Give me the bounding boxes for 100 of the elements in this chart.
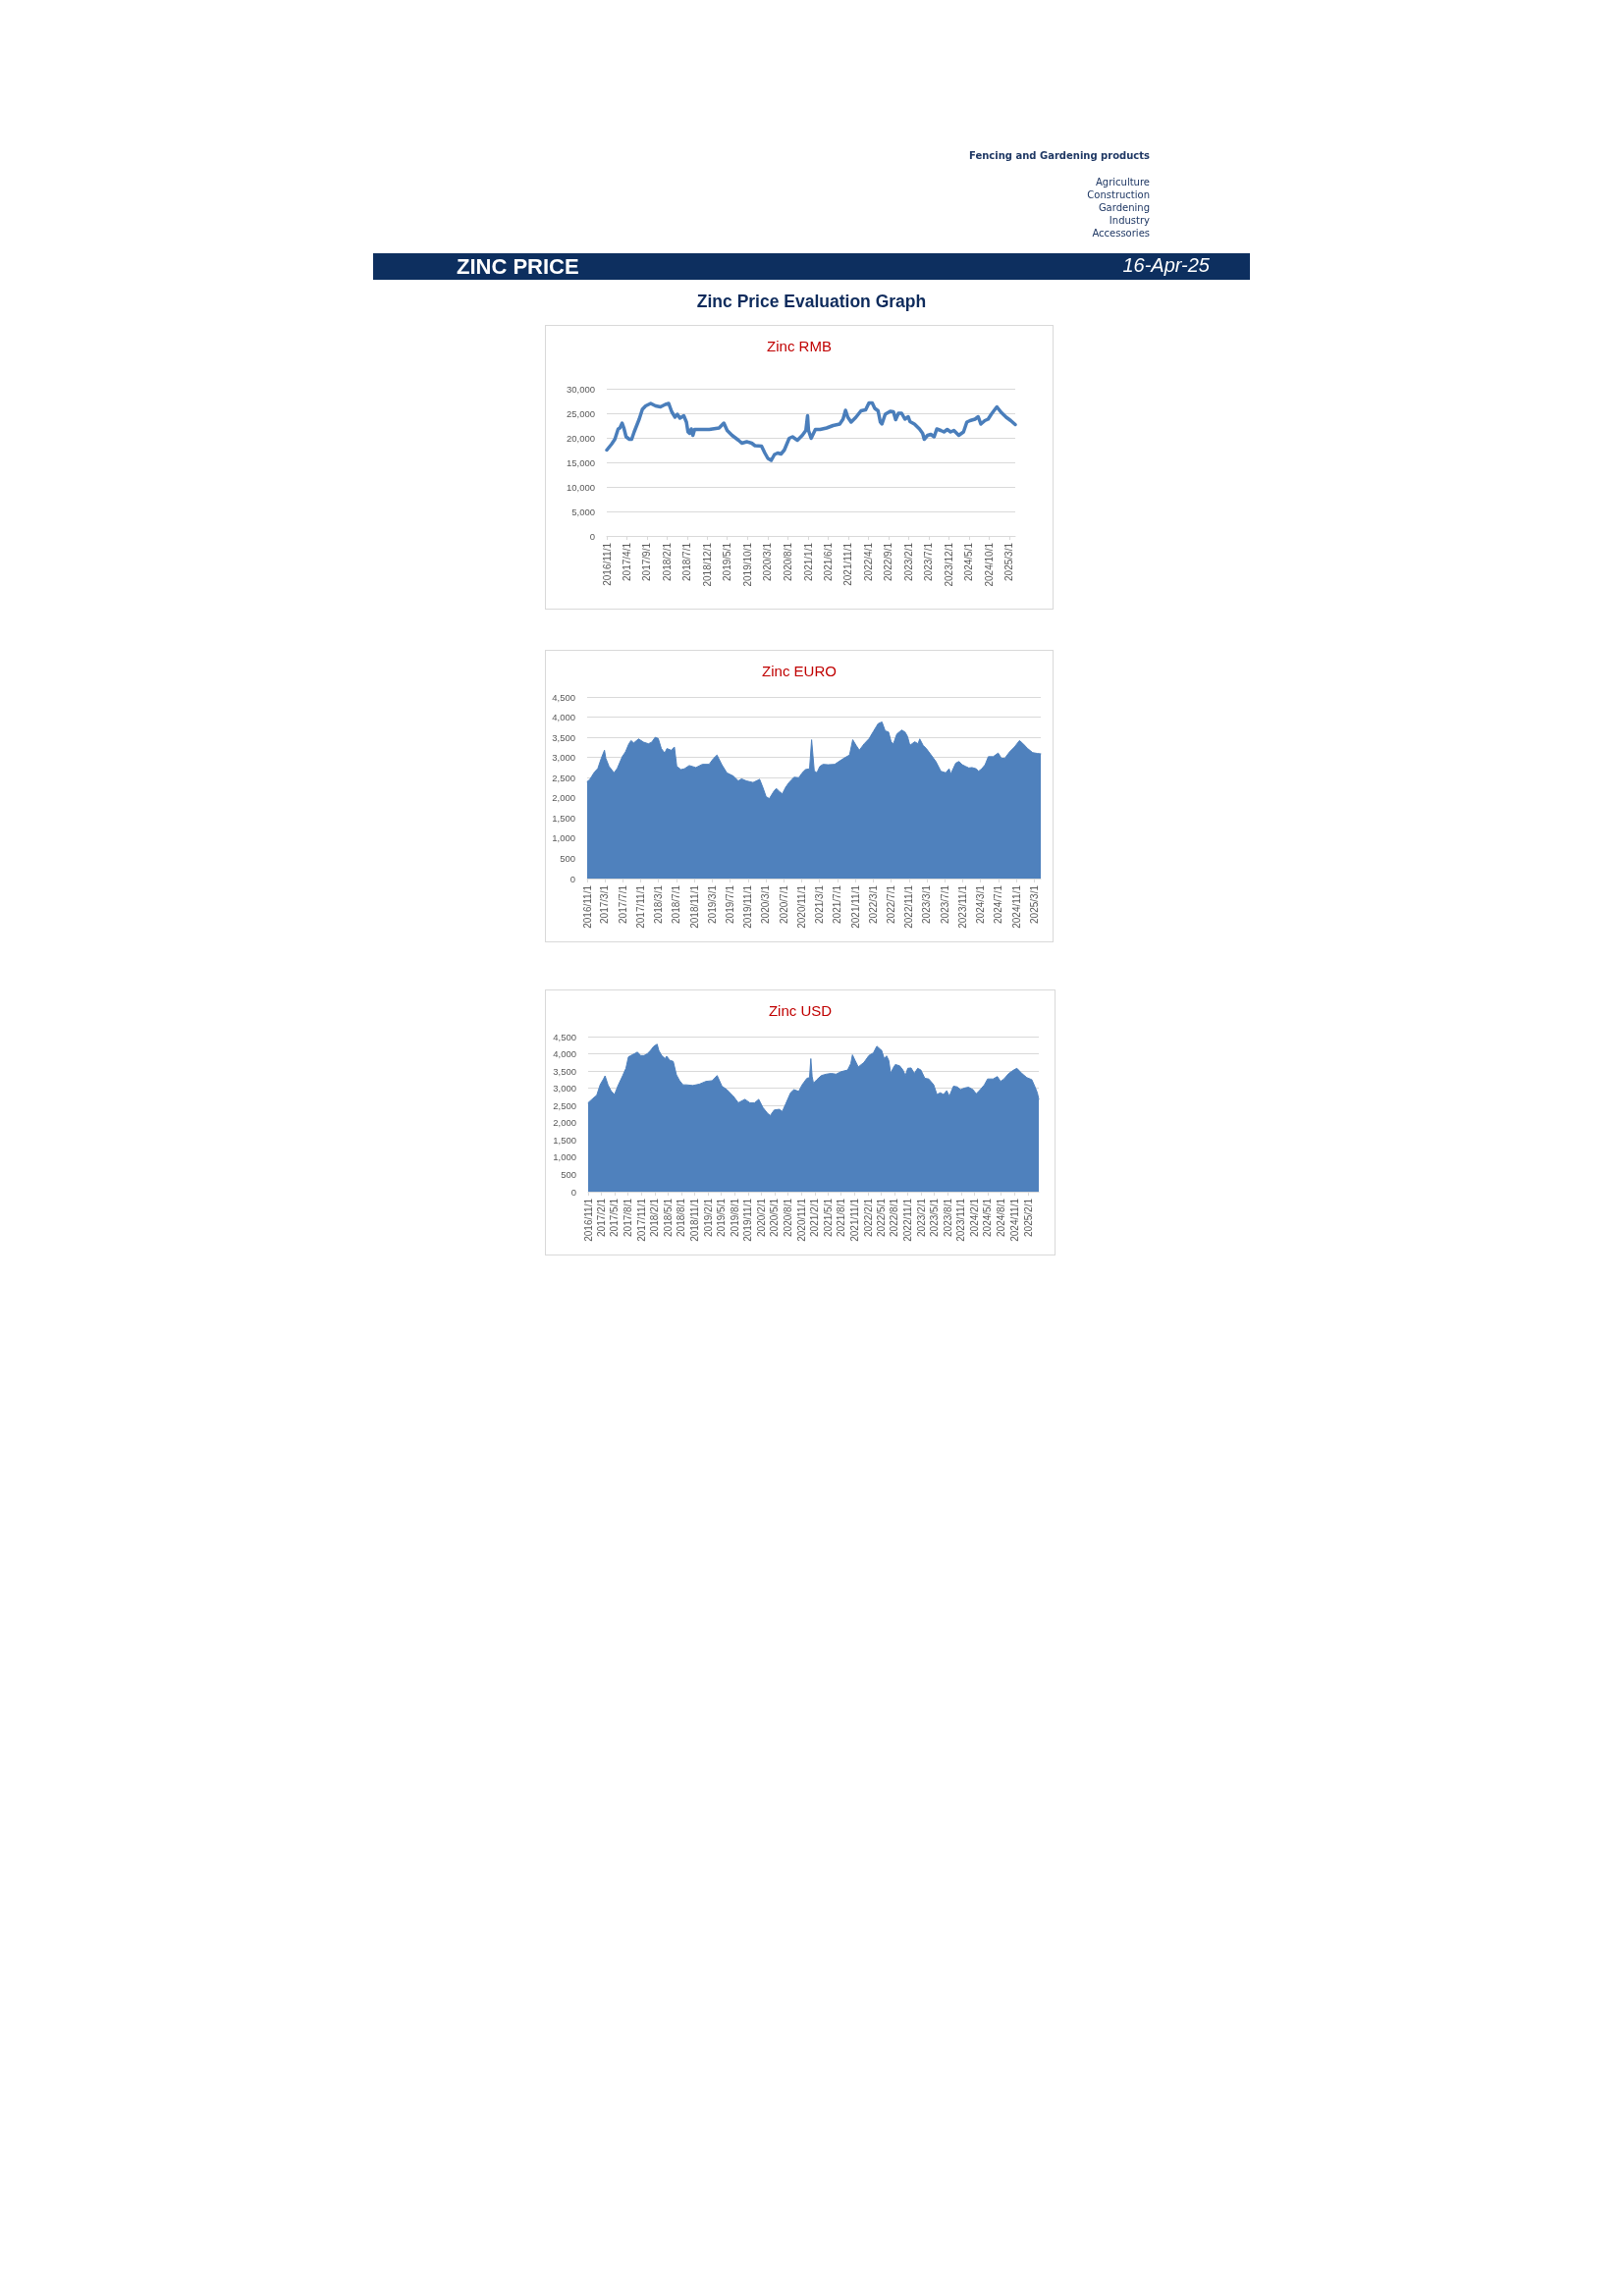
x-tick-label: 2018/11/1: [689, 1198, 701, 1242]
x-tick-label: 2018/11/1: [688, 884, 700, 929]
x-tick-label: 2021/11/1: [848, 1198, 860, 1242]
y-tick-label: 0: [570, 1186, 576, 1198]
x-tick-label: 2017/9/1: [641, 542, 653, 581]
y-tick-label: 20,000: [566, 432, 595, 444]
y-tick-label: 4,000: [553, 1048, 576, 1060]
x-tick-label: 2021/3/1: [814, 884, 826, 924]
text: Accessories: [1092, 228, 1150, 239]
x-tick-label: 2017/11/1: [635, 884, 647, 929]
x-tick-label: 2018/2/1: [649, 1198, 661, 1237]
x-tick-label: 2018/2/1: [662, 542, 674, 581]
text: ZINC PRICE: [457, 254, 579, 280]
x-tick-label: 2019/3/1: [706, 884, 718, 924]
x-tick-label: 2020/5/1: [769, 1198, 781, 1237]
x-tick-label: 2024/5/1: [963, 542, 975, 581]
x-tick-label: 2022/2/1: [862, 1198, 874, 1237]
x-tick-label: 2020/11/1: [795, 1198, 807, 1242]
x-tick-label: 2018/12/1: [701, 542, 713, 587]
x-tick-label: 2024/3/1: [975, 884, 987, 924]
y-tick-label: 2,500: [552, 772, 575, 783]
y-tick-label: 1,000: [552, 832, 575, 844]
y-tick-label: 3,000: [553, 1083, 576, 1095]
y-tick-label: 3,500: [552, 731, 575, 743]
x-tick-label: 2021/2/1: [809, 1198, 821, 1237]
x-tick-label: 2024/11/1: [1010, 884, 1022, 929]
chart-title: Zinc RMB: [767, 338, 832, 354]
y-tick-label: 1,500: [552, 812, 575, 824]
x-tick-label: 2021/6/1: [822, 542, 834, 581]
x-tick-label: 2023/7/1: [939, 884, 950, 924]
text: Industry: [1109, 215, 1150, 226]
x-tick-label: 2021/11/1: [842, 542, 854, 586]
x-tick-label: 2024/10/1: [983, 542, 995, 587]
y-tick-label: 4,000: [552, 712, 575, 723]
x-tick-label: 2024/5/1: [982, 1198, 994, 1237]
x-tick-label: 2019/5/1: [722, 542, 733, 581]
x-tick-label: 2024/7/1: [993, 884, 1004, 924]
x-tick-label: 2019/5/1: [715, 1198, 727, 1237]
x-tick-label: 2016/11/1: [601, 542, 613, 586]
y-tick-label: 5,000: [571, 506, 595, 517]
x-tick-label: 2020/3/1: [762, 542, 774, 581]
x-tick-label: 2018/8/1: [676, 1198, 687, 1237]
text: Gardening: [1098, 202, 1150, 213]
x-tick-label: 2016/11/1: [582, 1198, 594, 1242]
x-tick-label: 2022/3/1: [867, 884, 879, 924]
text: Construction: [1087, 189, 1150, 200]
x-tick-label: 2017/3/1: [599, 884, 611, 924]
x-tick-label: 2019/10/1: [741, 542, 753, 587]
y-tick-label: 500: [560, 852, 575, 864]
y-tick-label: 500: [561, 1168, 576, 1180]
x-tick-label: 2023/2/1: [915, 1198, 927, 1237]
x-tick-label: 2019/7/1: [724, 884, 735, 924]
x-tick-label: 2018/3/1: [653, 884, 665, 924]
x-tick-label: 2023/11/1: [956, 884, 968, 929]
x-tick-label: 2025/3/1: [1028, 884, 1040, 924]
y-tick-label: 2,000: [553, 1117, 576, 1129]
x-tick-label: 2021/5/1: [822, 1198, 834, 1237]
x-tick-label: 2022/9/1: [883, 542, 894, 581]
x-tick-label: 2017/11/1: [635, 1198, 647, 1242]
x-tick-label: 2025/2/1: [1022, 1198, 1034, 1237]
x-tick-label: 2024/8/1: [996, 1198, 1007, 1237]
text: 16-Apr-25: [1122, 254, 1210, 277]
x-tick-label: 2016/11/1: [581, 884, 593, 929]
x-tick-label: 2020/11/1: [796, 884, 808, 929]
x-tick-label: 2017/8/1: [623, 1198, 634, 1237]
x-tick-label: 2018/7/1: [681, 542, 693, 581]
x-tick-label: 2023/5/1: [929, 1198, 941, 1237]
x-tick-label: 2023/8/1: [942, 1198, 953, 1237]
y-tick-label: 2,000: [552, 792, 575, 804]
chart-title: Zinc EURO: [762, 663, 837, 679]
x-tick-label: 2019/11/1: [742, 1198, 754, 1242]
x-tick-label: 2023/2/1: [903, 542, 915, 581]
y-tick-label: 1,000: [553, 1151, 576, 1163]
y-tick-label: 3,000: [552, 752, 575, 764]
y-tick-label: 10,000: [566, 481, 595, 493]
x-tick-label: 2023/11/1: [955, 1198, 967, 1242]
text: Fencing and Gardening products: [969, 150, 1150, 161]
y-tick-label: 0: [589, 530, 595, 542]
chart-title: Zinc USD: [768, 1002, 833, 1019]
y-tick-label: 15,000: [566, 456, 595, 468]
y-tick-label: 0: [569, 873, 575, 884]
x-tick-label: 2024/11/1: [1008, 1198, 1020, 1242]
x-tick-label: 2020/7/1: [778, 884, 789, 924]
x-tick-label: 2022/11/1: [903, 884, 915, 929]
x-tick-label: 2024/2/1: [969, 1198, 981, 1237]
y-tick-label: 25,000: [566, 407, 595, 419]
line-series: [605, 400, 1017, 462]
y-tick-label: 4,500: [553, 1031, 576, 1042]
x-tick-label: 2022/7/1: [885, 884, 896, 924]
x-tick-label: 2021/11/1: [849, 884, 861, 929]
x-tick-label: 2017/4/1: [621, 542, 632, 581]
x-tick-label: 2017/7/1: [617, 884, 628, 924]
x-tick-label: 2025/3/1: [1003, 542, 1015, 581]
x-tick-label: 2022/4/1: [862, 542, 874, 581]
x-tick-label: 2017/5/1: [609, 1198, 621, 1237]
x-tick-label: 2019/11/1: [742, 884, 754, 929]
x-tick-label: 2019/2/1: [702, 1198, 714, 1237]
x-tick-label: 2023/3/1: [921, 884, 933, 924]
x-tick-label: 2019/8/1: [729, 1198, 740, 1237]
x-tick-label: 2021/8/1: [836, 1198, 847, 1237]
